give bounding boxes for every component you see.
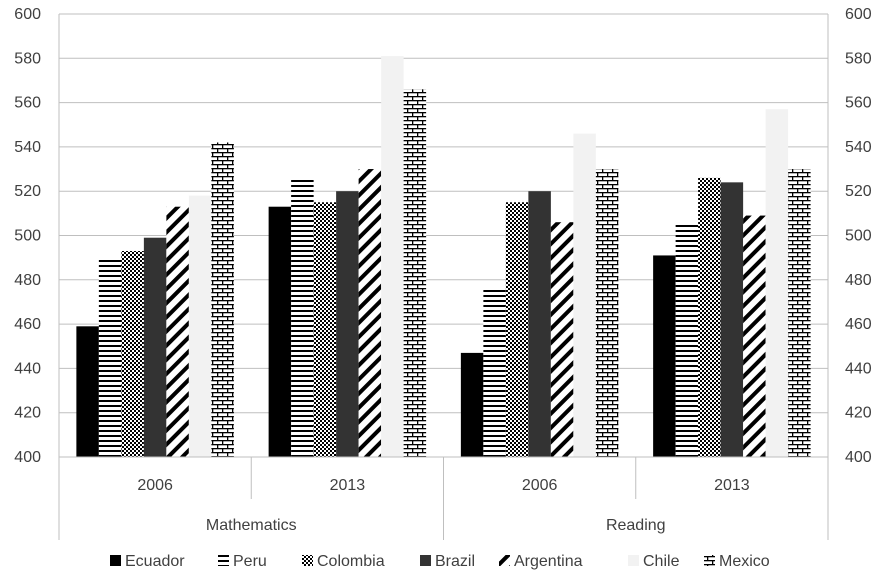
y-tick-label-left: 500 — [14, 228, 41, 245]
x-group-label: Mathematics — [206, 517, 297, 534]
legend-swatch-colombia — [302, 555, 313, 566]
y-tick-label-left: 600 — [14, 6, 41, 23]
legend-swatch-ecuador — [110, 555, 121, 566]
bar-peru-1 — [291, 177, 314, 457]
y-tick-label-left: 540 — [14, 139, 41, 156]
y-tick-label-right: 580 — [845, 50, 872, 67]
bar-peru-3 — [675, 224, 699, 457]
legend-label-brazil: Brazil — [435, 553, 475, 570]
y-tick-label-left: 420 — [14, 405, 41, 422]
y-tick-label-left: 520 — [14, 183, 41, 200]
y-tick-label-left: 460 — [14, 316, 41, 333]
bar-mexico-3 — [788, 169, 811, 458]
bar-chile-3 — [765, 109, 789, 458]
y-tick-label-right: 500 — [845, 228, 872, 245]
bar-ecuador-0 — [76, 326, 99, 457]
y-tick-label-right: 420 — [845, 405, 872, 422]
x-group-label: Reading — [606, 517, 666, 534]
legend: Ecuador Peru Colombia Brazil Argentina Chile M… — [110, 553, 770, 570]
bar-chile-1 — [381, 56, 404, 458]
legend-label-mexico: Mexico — [719, 553, 770, 570]
y-tick-label-left: 580 — [14, 50, 41, 67]
legend-swatch-peru — [218, 555, 229, 566]
legend-label-colombia: Colombia — [317, 553, 385, 570]
bar-colombia-0 — [121, 251, 144, 457]
axes: 400 400 420 420 440 440 460 460 480 480 500 500 520 5… — [14, 6, 872, 540]
bar-colombia-2 — [505, 202, 529, 457]
bar-peru-2 — [483, 288, 506, 457]
y-tick-label-left: 560 — [14, 95, 41, 112]
bar-chile-0 — [188, 195, 212, 457]
bar-ecuador-3 — [653, 255, 676, 457]
bar-brazil-1 — [336, 191, 359, 457]
y-tick-label-left: 480 — [14, 272, 41, 289]
legend-label-argentina: Argentina — [514, 553, 583, 570]
bar-argentina-3 — [743, 215, 766, 457]
bar-brazil-3 — [720, 182, 744, 457]
y-tick-label-right: 560 — [845, 95, 872, 112]
bar-ecuador-1 — [268, 206, 292, 457]
legend-swatch-chile — [628, 555, 639, 566]
bar-ecuador-2 — [460, 352, 484, 457]
x-category-label: 2006 — [137, 477, 173, 494]
legend-swatch-argentina — [499, 555, 510, 566]
y-tick-label-right: 480 — [845, 272, 872, 289]
y-tick-label-right: 520 — [845, 183, 872, 200]
y-tick-label-left: 400 — [14, 449, 41, 466]
bar-colombia-1 — [313, 202, 337, 457]
bars — [76, 56, 811, 458]
bar-mexico-1 — [403, 89, 427, 457]
x-category-label: 2013 — [330, 477, 366, 494]
y-tick-label-right: 440 — [845, 360, 872, 377]
y-tick-label-right: 600 — [845, 6, 872, 23]
legend-swatch-mexico — [704, 555, 715, 566]
legend-label-chile: Chile — [643, 553, 680, 570]
y-tick-label-right: 400 — [845, 449, 872, 466]
bar-argentina-0 — [166, 206, 189, 457]
bar-brazil-2 — [528, 191, 551, 457]
x-category-label: 2006 — [522, 477, 558, 494]
bar-mexico-2 — [595, 169, 619, 458]
bar-argentina-1 — [358, 169, 382, 458]
bar-brazil-0 — [143, 237, 167, 457]
bar-argentina-2 — [550, 222, 574, 457]
legend-label-ecuador: Ecuador — [125, 553, 185, 570]
legend-swatch-brazil — [420, 555, 431, 566]
y-tick-label-left: 440 — [14, 360, 41, 377]
y-tick-label-right: 540 — [845, 139, 872, 156]
x-category-label: 2013 — [714, 477, 750, 494]
bar-colombia-3 — [698, 177, 721, 457]
y-tick-label-right: 460 — [845, 316, 872, 333]
bar-peru-0 — [98, 259, 122, 457]
bar-mexico-0 — [211, 142, 234, 457]
bar-chile-2 — [573, 133, 596, 458]
legend-label-peru: Peru — [233, 553, 267, 570]
